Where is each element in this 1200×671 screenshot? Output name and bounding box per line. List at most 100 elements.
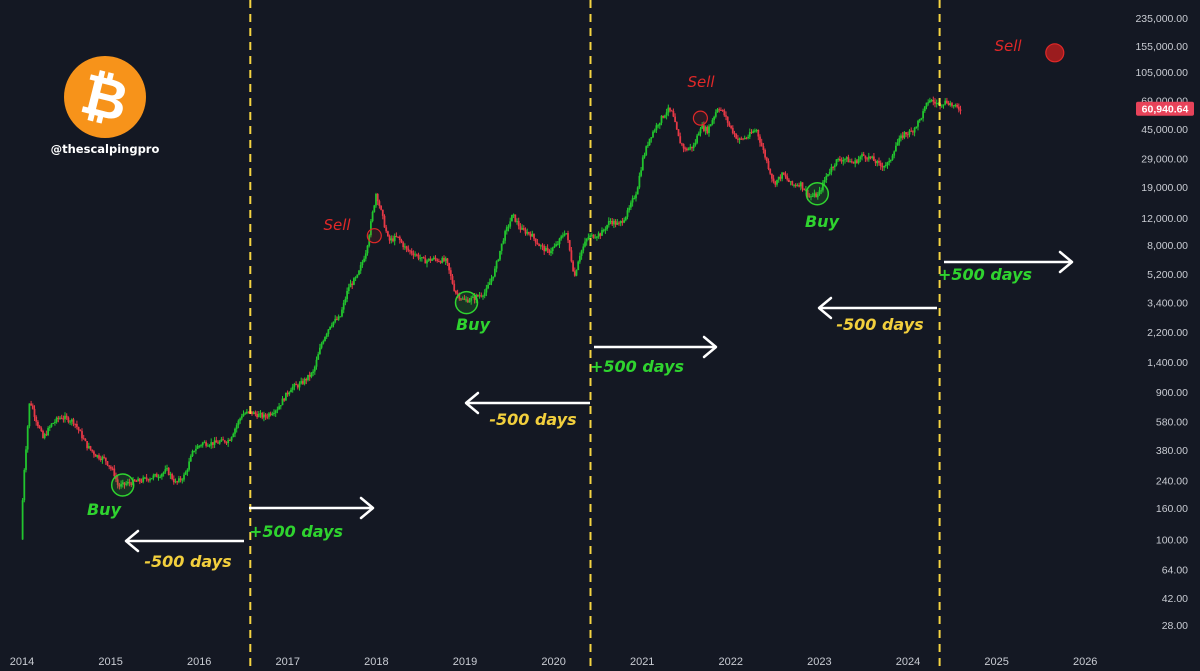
candle-body xyxy=(74,423,77,425)
candle-body xyxy=(589,235,591,238)
candle-body xyxy=(842,159,845,162)
candle-body xyxy=(482,295,484,297)
candle-body xyxy=(750,132,753,134)
candle-body xyxy=(395,236,398,237)
candle-body xyxy=(155,474,158,478)
candle-body xyxy=(798,185,800,187)
candle-body xyxy=(312,371,314,373)
candle-body xyxy=(329,326,331,330)
candle-body xyxy=(511,214,513,222)
candle-body xyxy=(852,162,855,164)
candle-body xyxy=(541,245,544,247)
candle-body xyxy=(716,109,719,113)
candle-body xyxy=(869,156,872,158)
candle-body xyxy=(451,276,454,284)
arrow-plus-500-2016 xyxy=(249,496,375,520)
candle-body xyxy=(628,207,631,211)
candle-body xyxy=(240,416,243,419)
candle-body xyxy=(477,295,479,297)
candle-body xyxy=(313,366,316,372)
candle-body xyxy=(940,105,943,107)
y-tick-label: 28.00 xyxy=(1162,620,1188,632)
candle-body xyxy=(23,470,26,501)
candle-body xyxy=(528,232,530,234)
candle-body xyxy=(123,482,126,485)
candle-body xyxy=(217,442,219,444)
buy-marker-circle xyxy=(805,181,830,206)
candle-body xyxy=(485,288,488,293)
arrow-head-left-icon xyxy=(124,529,140,553)
candle-body xyxy=(898,138,901,143)
candle-body xyxy=(951,103,953,106)
candle-body xyxy=(478,295,481,297)
y-tick-label: 42.00 xyxy=(1162,593,1188,605)
candle-body xyxy=(21,500,24,540)
candle-body xyxy=(162,472,165,474)
candle-body xyxy=(568,240,571,251)
candle-body xyxy=(198,445,201,447)
candle-body xyxy=(247,411,250,413)
candle-body xyxy=(636,187,639,195)
candle-body xyxy=(660,115,663,123)
candle-body xyxy=(354,277,357,279)
candle-body xyxy=(444,258,447,261)
candle-body xyxy=(743,137,746,140)
candle-body xyxy=(264,414,267,417)
candle-body xyxy=(193,450,196,452)
sell-marker-circle xyxy=(692,110,709,126)
candle-body xyxy=(920,118,923,120)
arrow-minus-500-2020 xyxy=(464,391,590,415)
buy-marker-circle xyxy=(110,473,135,497)
candle-body xyxy=(164,469,167,473)
buy-label-2015: Buy xyxy=(87,500,122,519)
candle-body xyxy=(196,446,199,449)
candle-body xyxy=(327,329,330,334)
candle-body xyxy=(832,166,834,168)
candle-body xyxy=(432,257,435,260)
y-tick-label: 8,000.00 xyxy=(1147,240,1188,252)
candle-body xyxy=(711,120,714,125)
candle-body xyxy=(524,229,527,234)
candle-body xyxy=(87,446,90,449)
candle-body xyxy=(536,242,539,245)
candle-body xyxy=(347,287,350,291)
candle-body xyxy=(456,293,459,295)
candle-body xyxy=(517,221,520,227)
candle-body xyxy=(759,136,761,143)
candle-body xyxy=(901,135,904,138)
candle-body xyxy=(363,258,365,262)
candle-body xyxy=(631,198,634,203)
candle-body xyxy=(929,100,931,103)
price-axis: 235,000.00155,000.00105,000.0069,000.004… xyxy=(1135,13,1188,632)
candle-body xyxy=(72,419,75,424)
candle-body xyxy=(512,214,515,216)
candle-body xyxy=(635,194,637,199)
candle-body xyxy=(580,250,583,256)
candle-body xyxy=(657,125,659,127)
candle-body xyxy=(912,131,914,133)
candle-body xyxy=(913,128,916,133)
candle-body xyxy=(266,416,269,418)
candle-body xyxy=(655,125,658,131)
candle-body xyxy=(725,115,727,117)
candle-body xyxy=(915,126,918,128)
candle-body xyxy=(944,100,947,105)
candle-body xyxy=(815,193,817,198)
candle-body xyxy=(70,419,73,422)
candle-body xyxy=(206,445,209,447)
candle-body xyxy=(529,233,532,237)
candle-body xyxy=(922,111,924,119)
candle-body xyxy=(449,270,452,276)
candle-body xyxy=(816,194,819,198)
candle-body xyxy=(278,406,280,410)
candle-body xyxy=(232,433,235,437)
candle-body xyxy=(582,246,585,251)
y-tick-label: 580.00 xyxy=(1156,416,1188,428)
candle-body xyxy=(308,374,311,377)
candle-body xyxy=(256,414,258,418)
candle-body xyxy=(43,434,46,438)
candle-body xyxy=(305,378,308,381)
candle-body xyxy=(466,299,469,303)
candle-body xyxy=(740,138,743,140)
x-tick-label: 2021 xyxy=(630,656,654,668)
